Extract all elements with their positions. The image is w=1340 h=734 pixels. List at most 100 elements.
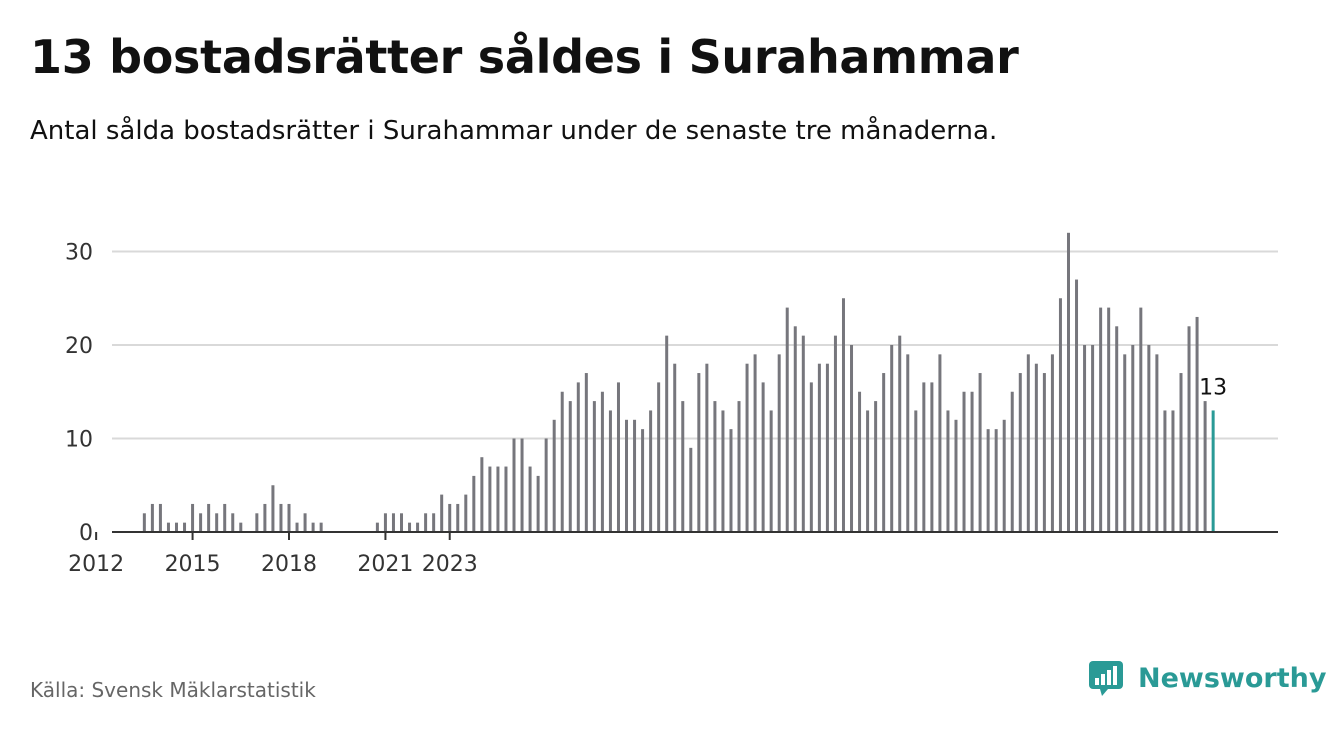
bar — [737, 401, 741, 532]
bar — [1115, 326, 1119, 532]
bar — [255, 513, 259, 532]
bar — [560, 391, 564, 532]
bar — [657, 382, 661, 532]
bar — [319, 522, 323, 532]
bar — [1034, 363, 1038, 532]
bar — [769, 410, 773, 532]
bar — [761, 382, 765, 532]
bar — [536, 475, 540, 532]
bar — [1002, 419, 1006, 532]
x-tick-label: 2015 — [165, 552, 221, 577]
bar — [906, 354, 910, 532]
bar — [440, 494, 444, 532]
bar — [568, 401, 572, 532]
bar — [1195, 316, 1199, 532]
bar — [930, 382, 934, 532]
highlight-bar — [1211, 410, 1215, 532]
bar — [174, 522, 178, 532]
bar — [874, 401, 878, 532]
bar — [866, 410, 870, 532]
brand-logo[interactable]: Newsworthy — [1088, 660, 1326, 696]
newsworthy-logo-icon — [1089, 661, 1123, 696]
bar — [311, 522, 315, 532]
bar — [512, 438, 516, 532]
bar — [850, 345, 854, 532]
bar — [1026, 354, 1030, 532]
bar — [962, 391, 966, 532]
bar — [1099, 307, 1103, 532]
bar — [544, 438, 548, 532]
bar — [183, 522, 187, 532]
x-tick-label: 2021 — [357, 552, 413, 577]
bar — [528, 466, 532, 532]
bar — [279, 503, 283, 532]
bar — [858, 391, 862, 532]
bar — [705, 363, 709, 532]
bar — [1187, 326, 1191, 532]
bar — [432, 513, 436, 532]
bar — [721, 410, 725, 532]
bar — [898, 335, 902, 532]
bar — [592, 401, 596, 532]
bar — [552, 419, 556, 532]
bar — [150, 503, 154, 532]
bar — [665, 335, 669, 532]
bar — [841, 298, 845, 532]
bar — [1147, 345, 1151, 532]
bar — [978, 373, 982, 532]
bar — [673, 363, 677, 532]
bar — [994, 429, 998, 532]
bar — [375, 522, 379, 532]
bar — [1018, 373, 1022, 532]
x-tick-label: 2023 — [422, 552, 478, 577]
bar — [1171, 410, 1175, 532]
bar — [1010, 391, 1014, 532]
bar — [882, 373, 886, 532]
bar — [1083, 345, 1087, 532]
bar — [448, 503, 452, 532]
y-tick-label: 20 — [65, 334, 93, 359]
bar — [520, 438, 524, 532]
bar — [1131, 345, 1135, 532]
bar — [142, 513, 146, 532]
bar — [1155, 354, 1159, 532]
bar — [576, 382, 580, 532]
bar — [391, 513, 395, 532]
bar — [1139, 307, 1143, 532]
bar — [833, 335, 837, 532]
bar — [1179, 373, 1183, 532]
bar — [785, 307, 789, 532]
bar — [456, 503, 460, 532]
bar — [600, 391, 604, 532]
bar — [504, 466, 508, 532]
bar — [890, 345, 894, 532]
bar — [1091, 345, 1095, 532]
bar — [271, 485, 275, 532]
bar — [383, 513, 387, 532]
bar — [480, 457, 484, 532]
bar — [1107, 307, 1111, 532]
bar — [753, 354, 757, 532]
bar — [649, 410, 653, 532]
bar — [946, 410, 950, 532]
bar — [745, 363, 749, 532]
bar — [625, 419, 629, 532]
bar — [1058, 298, 1062, 532]
bar — [166, 522, 170, 532]
bar — [223, 503, 227, 532]
source-note: Källa: Svensk Mäklarstatistik — [30, 678, 316, 702]
bar — [1042, 373, 1046, 532]
bar — [970, 391, 974, 532]
bar — [1163, 410, 1167, 532]
bar — [817, 363, 821, 532]
bar — [954, 419, 958, 532]
bar — [215, 513, 219, 532]
y-tick-label: 30 — [65, 241, 93, 266]
bar — [697, 373, 701, 532]
bar — [1123, 354, 1127, 532]
chart-title: 13 bostadsrätter såldes i Surahammar — [30, 30, 1019, 84]
x-tick-label: 2012 — [68, 552, 124, 577]
bar — [809, 382, 813, 532]
bar — [199, 513, 203, 532]
bar — [633, 419, 637, 532]
